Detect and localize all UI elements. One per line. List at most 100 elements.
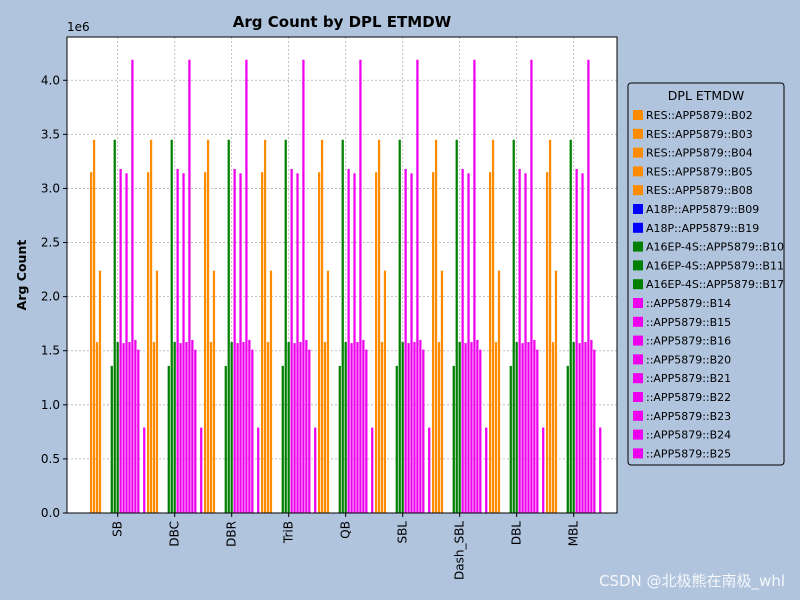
bar [434,139,438,514]
bar [347,168,350,513]
bar [428,427,431,513]
legend-swatch [633,260,643,271]
bar [551,342,555,513]
bar [470,342,473,513]
legend-swatch [633,222,643,233]
legend-label: ::APP5879::B16 [646,335,731,348]
legend-swatch [633,147,643,158]
bar [302,59,305,514]
bar [269,270,273,513]
legend-label: A16EP-4S::APP5879::B10 [646,241,784,254]
y-tick-label: 1.0 [41,398,60,412]
bar [131,59,134,514]
bar [536,349,539,513]
bar [521,343,524,513]
bar [257,427,260,513]
bar [227,139,230,514]
bar [422,349,425,513]
bar [137,349,140,513]
bar [353,173,356,514]
legend-label: A16EP-4S::APP5879::B11 [646,259,784,272]
bar [461,168,464,513]
bar [485,427,488,513]
bar [455,139,458,514]
bar [323,342,327,513]
bar [209,342,213,513]
legend-label: A16EP-4S::APP5879::B17 [646,278,784,291]
bar [143,427,146,513]
y-tick-label: 0.0 [41,506,60,520]
bar [248,339,251,513]
bar [398,139,401,514]
y-tick-label: 1.5 [41,344,60,358]
bar [401,342,404,513]
bar [92,139,96,514]
bar [365,349,368,513]
plot-frame [66,36,618,514]
bar [377,139,381,514]
legend-swatch [633,335,643,346]
y-tick-label: 2.5 [41,236,60,250]
bar [119,168,122,513]
bar [518,168,521,513]
x-tick-label: DBR [225,521,239,547]
legend-box [627,82,785,466]
bar [569,139,572,514]
bar [416,59,419,514]
bar [95,342,99,513]
legend-label: ::APP5879::B24 [646,429,731,442]
legend-label: A18P::APP5879::B09 [646,203,759,216]
y-tick-label: 3.5 [41,127,60,141]
legend-swatch [633,354,643,365]
bar [407,343,410,513]
bar [179,343,182,513]
bar [437,342,441,513]
bar [170,139,173,514]
y-axis: 0.0 0.5 1.0 1.5 2.0 2.5 3.0 3.5 4.0 [41,73,67,520]
bar [527,342,530,513]
bar [110,365,113,513]
bar [410,173,413,514]
bar [554,270,558,513]
bar [128,342,131,513]
bar [305,339,308,513]
bar [236,343,239,513]
bar [224,365,227,513]
bar [299,342,302,513]
bar [464,343,467,513]
bar [530,59,533,514]
bar [188,59,191,514]
bar [432,172,435,513]
bar [380,342,384,513]
bar [173,342,176,513]
bar [473,59,476,514]
bar [338,365,341,513]
bar [344,342,347,513]
y-tick-label: 3.0 [41,181,60,195]
bar [350,343,353,513]
bar [263,139,267,514]
bar [308,349,311,513]
legend-label: ::APP5879::B20 [646,353,731,366]
bar [489,172,492,513]
legend-label: RES::APP5879::B02 [646,109,753,122]
bar [395,365,398,513]
legend-title: DPL ETMDW [668,88,744,103]
bar [548,139,552,514]
legend-label: A18P::APP5879::B19 [646,222,759,235]
legend-swatch [633,110,643,120]
legend-label: RES::APP5879::B04 [646,147,753,160]
bar [293,343,296,513]
bar [497,270,501,513]
bar [419,339,422,513]
x-tick-label: TriB [282,521,296,544]
bar [116,342,119,513]
bar [359,59,362,514]
legend-label: RES::APP5879::B05 [646,165,753,178]
legend-swatch [633,373,643,384]
bar [125,173,128,514]
bar [90,172,93,513]
bar [458,342,461,513]
bar [314,427,317,513]
